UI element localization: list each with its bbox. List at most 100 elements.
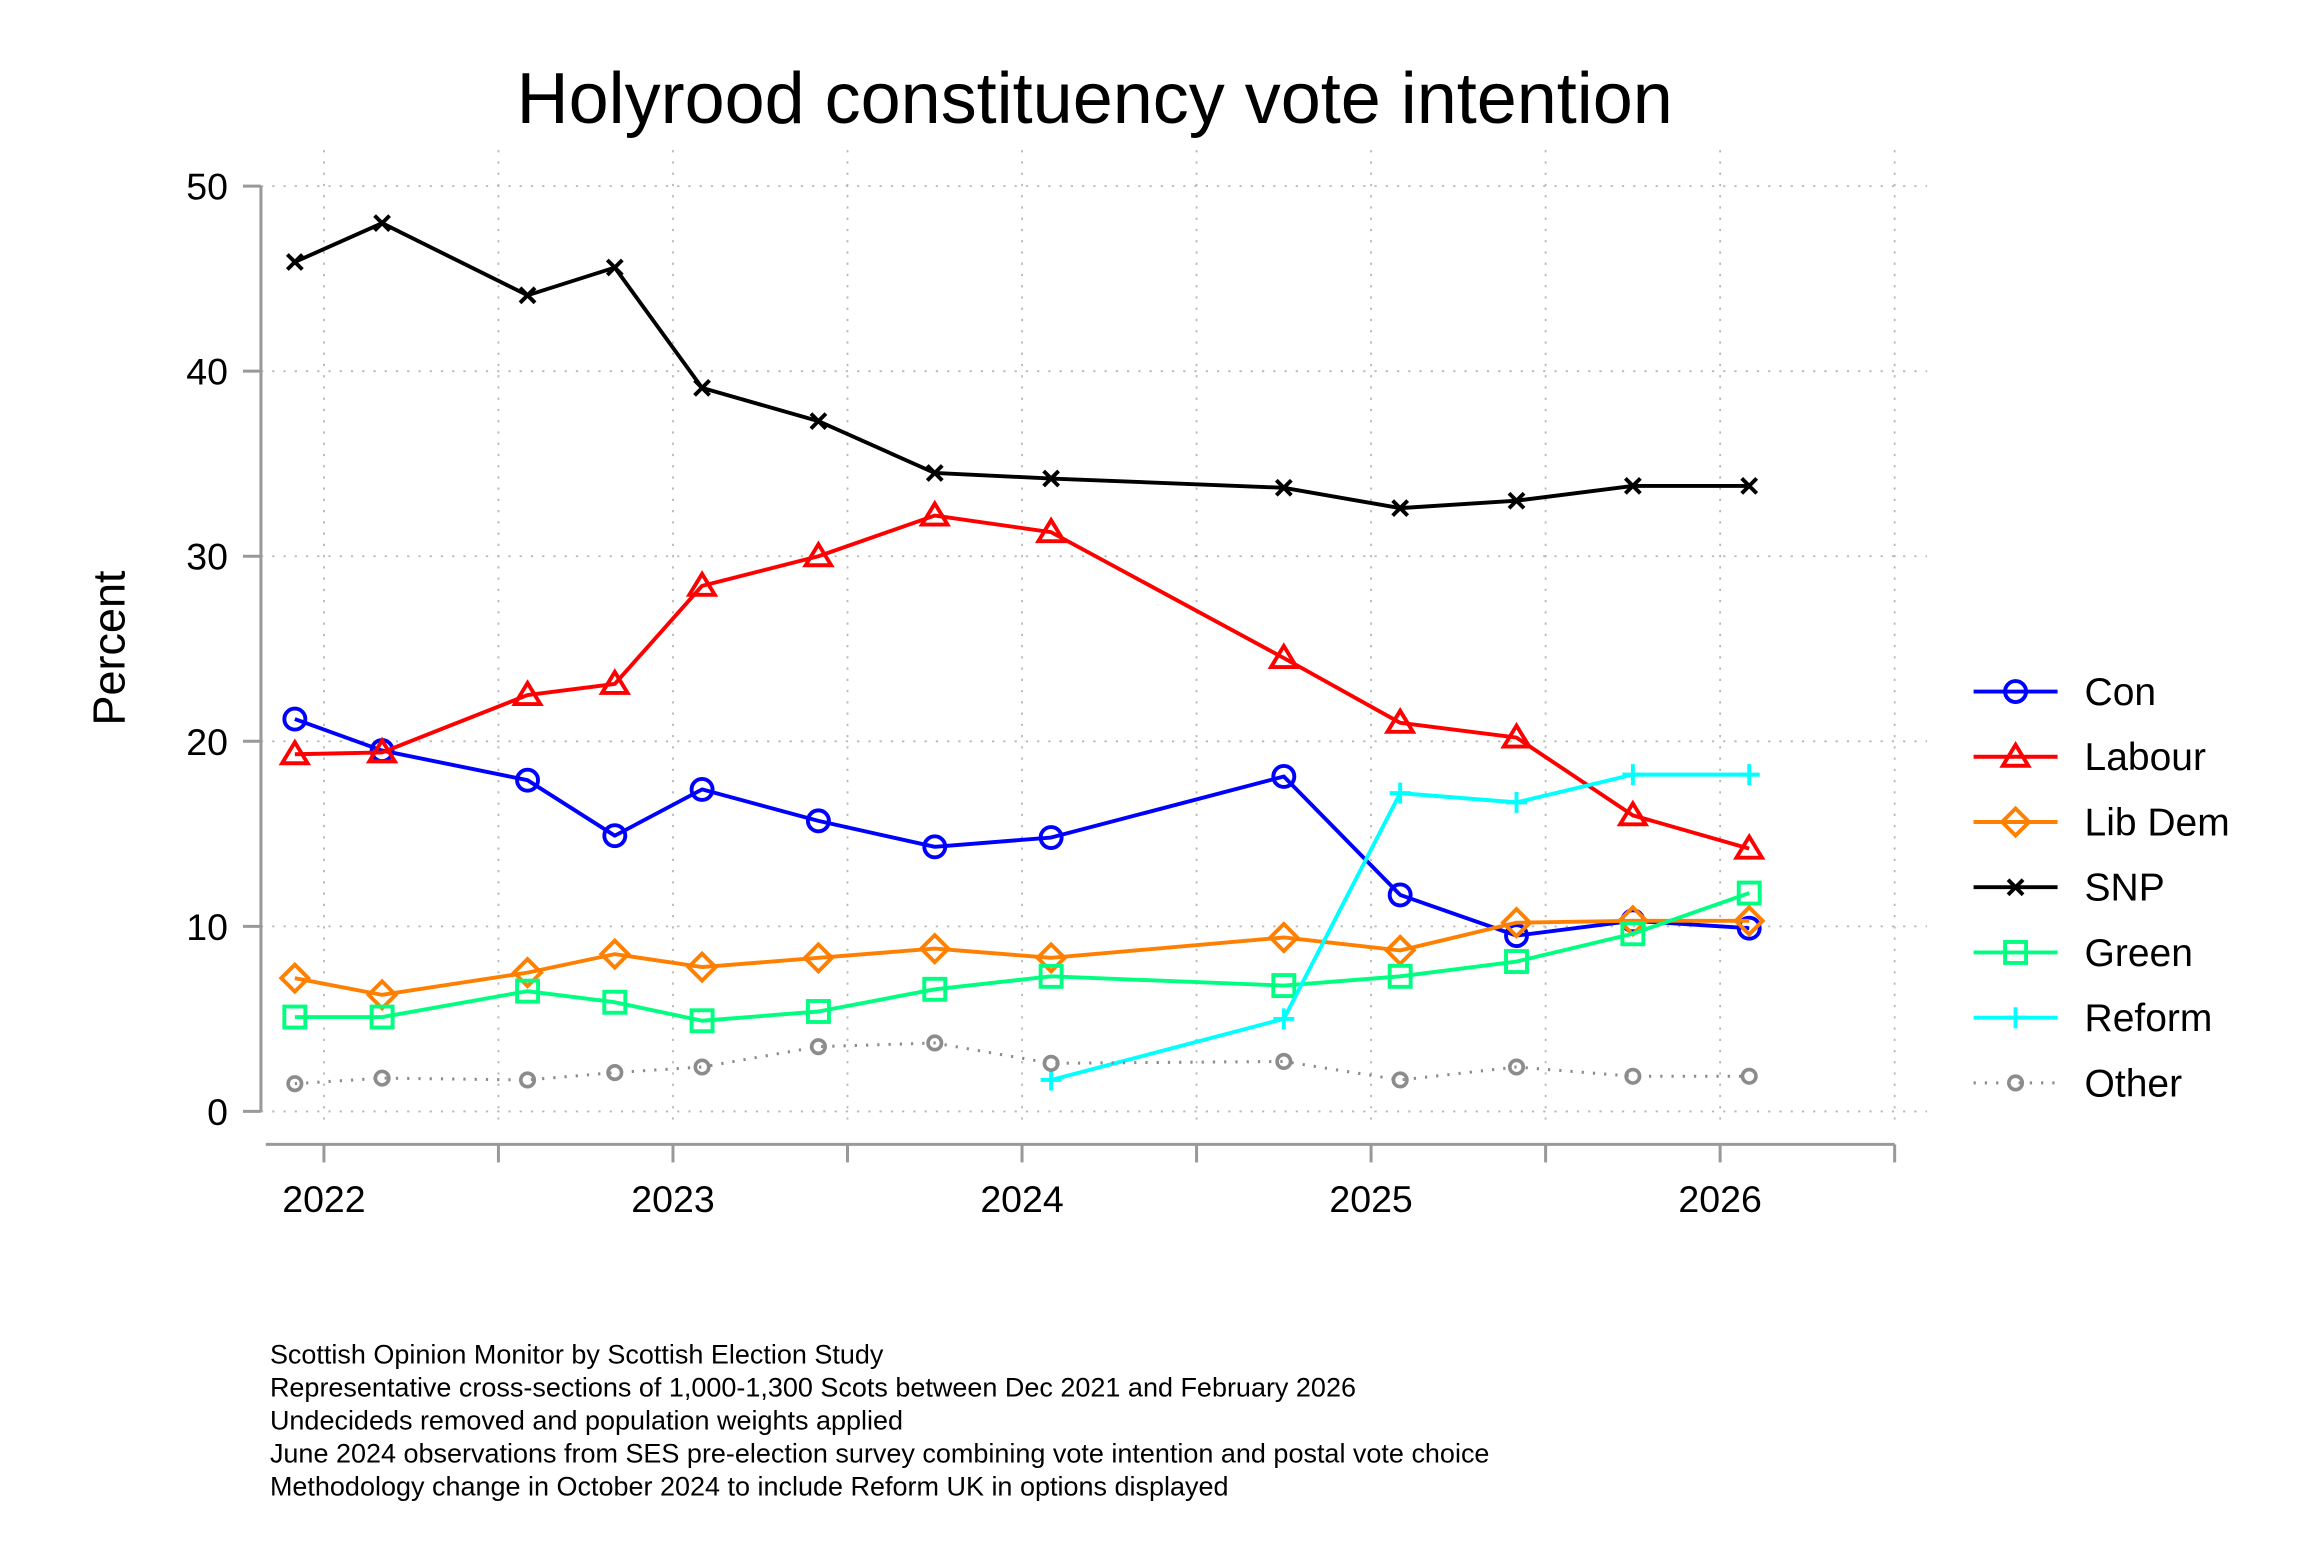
circle-marker — [1624, 1067, 1642, 1085]
legend-item: Labour — [1973, 736, 2206, 779]
x-marker — [693, 378, 711, 397]
y-tick-label: 40 — [186, 351, 228, 393]
legend-item: Con — [1973, 671, 2157, 714]
legend-item: Lib Dem — [1973, 801, 2230, 844]
square-marker — [1038, 963, 1064, 989]
y-tick-label: 0 — [207, 1091, 228, 1133]
series-line — [294, 918, 1750, 997]
circle-marker — [1038, 825, 1064, 850]
circle-marker — [1387, 882, 1413, 908]
circle-marker — [373, 1069, 391, 1087]
triangle-marker — [365, 736, 399, 764]
plus-marker — [1040, 1069, 1062, 1091]
diamond-marker — [1267, 921, 1301, 954]
plus-marker — [2005, 1007, 2027, 1029]
triangle-marker — [1616, 799, 1650, 827]
footnote: June 2024 observations from SES pre-elec… — [270, 1438, 1490, 1468]
legend-label: Labour — [2085, 736, 2206, 779]
footnote: Scottish Opinion Monitor by Scottish Ele… — [270, 1339, 884, 1369]
triangle-marker — [1034, 516, 1068, 544]
triangle-marker — [918, 499, 951, 527]
legend-label: Lib Dem — [2085, 801, 2230, 844]
circle-marker — [1271, 764, 1297, 789]
circle-marker — [2003, 679, 2029, 704]
square-marker — [1387, 963, 1413, 989]
legend-item: Green — [1973, 932, 2193, 975]
circle-marker — [602, 823, 628, 849]
square-marker — [515, 978, 540, 1004]
diamond-marker — [1732, 904, 1766, 938]
x-tick-label: 2026 — [1678, 1178, 1761, 1220]
legend-label: Con — [2085, 671, 2157, 714]
x-tick-label: 2024 — [980, 1178, 1063, 1220]
x-marker — [809, 412, 828, 431]
circle-marker — [1042, 1054, 1060, 1072]
diamond-marker — [685, 950, 719, 984]
axes: 0 10 20 30 40 50 2022 2023 2024 2025 2026 — [186, 166, 1897, 1220]
y-tick-label: 50 — [186, 166, 228, 208]
triangle-marker — [1999, 740, 2032, 768]
circle-marker — [286, 1075, 304, 1093]
x-marker — [1391, 499, 1410, 518]
triangle-marker — [1383, 707, 1417, 734]
series-line — [294, 513, 1750, 851]
y-tick-label: 10 — [186, 906, 228, 948]
x-marker — [1740, 477, 1759, 495]
x-marker — [2006, 878, 2025, 897]
legend-item: SNP — [1973, 867, 2165, 910]
diamond-marker — [1034, 941, 1068, 975]
x-marker — [1507, 491, 1526, 510]
footnote: Undecideds removed and population weight… — [270, 1405, 903, 1435]
circle-marker — [606, 1064, 624, 1082]
y-tick-label: 30 — [186, 536, 228, 578]
footnotes: Scottish Opinion Monitor by Scottish Ele… — [270, 1339, 1490, 1501]
y-tick-label: 20 — [186, 721, 228, 763]
diamond-marker — [278, 961, 312, 995]
triangle-marker — [685, 570, 719, 597]
series-labour — [278, 499, 1766, 860]
circle-marker — [922, 834, 948, 860]
square-marker — [1620, 921, 1646, 947]
circle-marker — [1740, 1067, 1758, 1085]
diamond-marker — [802, 941, 835, 975]
square-marker — [1504, 949, 1529, 974]
x-tick-label: 2022 — [282, 1178, 365, 1220]
circle-marker — [809, 1038, 827, 1056]
circle-marker — [693, 1058, 711, 1076]
square-marker — [369, 1004, 395, 1030]
circle-marker — [1507, 1058, 1526, 1076]
circle-marker — [926, 1034, 944, 1052]
series-con — [282, 706, 1762, 949]
series-line — [294, 891, 1750, 1023]
series-lib-dem — [278, 904, 1766, 1012]
x-tick-label: 2025 — [1329, 1178, 1412, 1220]
diamond-marker — [511, 956, 544, 989]
x-marker — [605, 258, 624, 277]
series-other — [286, 1034, 1758, 1093]
legend-item: Reform — [1973, 997, 2212, 1040]
x-marker — [518, 286, 537, 305]
triangle-marker — [1733, 832, 1766, 860]
chart-title: Holyrood constituency vote intention — [517, 59, 1673, 139]
x-marker — [925, 464, 944, 482]
plus-marker — [1738, 764, 1760, 786]
circle-marker — [1504, 923, 1529, 949]
square-marker — [282, 1004, 308, 1030]
x-marker — [285, 253, 304, 271]
circle-marker — [1736, 915, 1762, 941]
diamond-marker — [1999, 805, 2032, 839]
series-layer — [278, 214, 1766, 1093]
triangle-marker — [598, 668, 632, 695]
x-marker — [1623, 477, 1642, 495]
diamond-marker — [918, 932, 952, 965]
series-line — [294, 1041, 1750, 1086]
circle-marker — [1391, 1071, 1409, 1089]
series-green — [282, 880, 1762, 1034]
x-marker — [1274, 478, 1293, 497]
square-marker — [602, 989, 628, 1015]
circle-marker — [518, 1071, 537, 1089]
circle-marker — [515, 767, 540, 793]
circle-marker — [805, 808, 831, 834]
legend-label: Green — [2085, 932, 2193, 975]
circle-marker — [282, 706, 308, 732]
